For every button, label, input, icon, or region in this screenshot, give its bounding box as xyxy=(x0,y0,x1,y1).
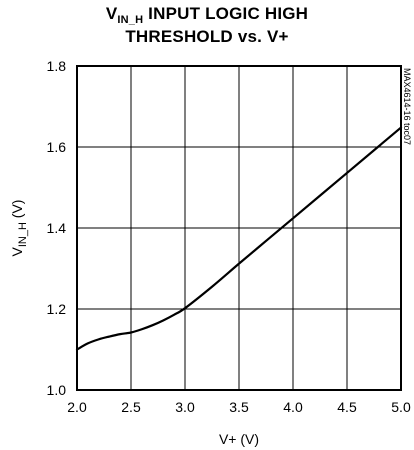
title-prefix: V xyxy=(105,4,118,23)
title-line1-rest: INPUT LOGIC HIGH xyxy=(143,4,309,23)
x-tick-label-3: 3.5 xyxy=(229,399,249,415)
x-tick-label-6: 5.0 xyxy=(391,399,411,415)
x-tick-label-4: 4.0 xyxy=(283,399,303,415)
chart-title-line1: VIN_H INPUT LOGIC HIGH xyxy=(0,4,414,26)
y-tick-label-1: 1.2 xyxy=(47,301,67,317)
plot-frame xyxy=(76,65,402,391)
ylabel-prefix: V xyxy=(9,246,25,256)
y-tick-label-4: 1.8 xyxy=(47,58,67,74)
x-tick-label-2: 3.0 xyxy=(175,399,195,415)
y-tick-labels: 1.0 1.2 1.4 1.6 1.8 xyxy=(47,58,67,398)
grid-lines xyxy=(76,65,402,391)
title-subscript: IN_H xyxy=(117,14,144,26)
x-tick-label-5: 4.5 xyxy=(337,399,357,415)
ylabel-suffix: (V) xyxy=(9,200,25,223)
x-tick-label-0: 2.0 xyxy=(67,399,87,415)
figure-id: MAX4614-16 toc07 xyxy=(402,68,412,145)
chart-title-line2: THRESHOLD vs. V+ xyxy=(125,27,289,46)
y-tick-label-3: 1.6 xyxy=(47,139,67,155)
y-axis-label: VIN_H (V) xyxy=(9,200,29,257)
x-axis-label: V+ (V) xyxy=(219,431,259,447)
y-tick-label-2: 1.4 xyxy=(47,220,67,236)
x-tick-labels: 2.0 2.5 3.0 3.5 4.0 4.5 5.0 xyxy=(67,399,411,415)
x-tick-label-1: 2.5 xyxy=(121,399,141,415)
series-line xyxy=(75,126,403,351)
y-tick-label-0: 1.0 xyxy=(47,382,67,398)
ylabel-subscript: IN_H xyxy=(17,222,29,247)
